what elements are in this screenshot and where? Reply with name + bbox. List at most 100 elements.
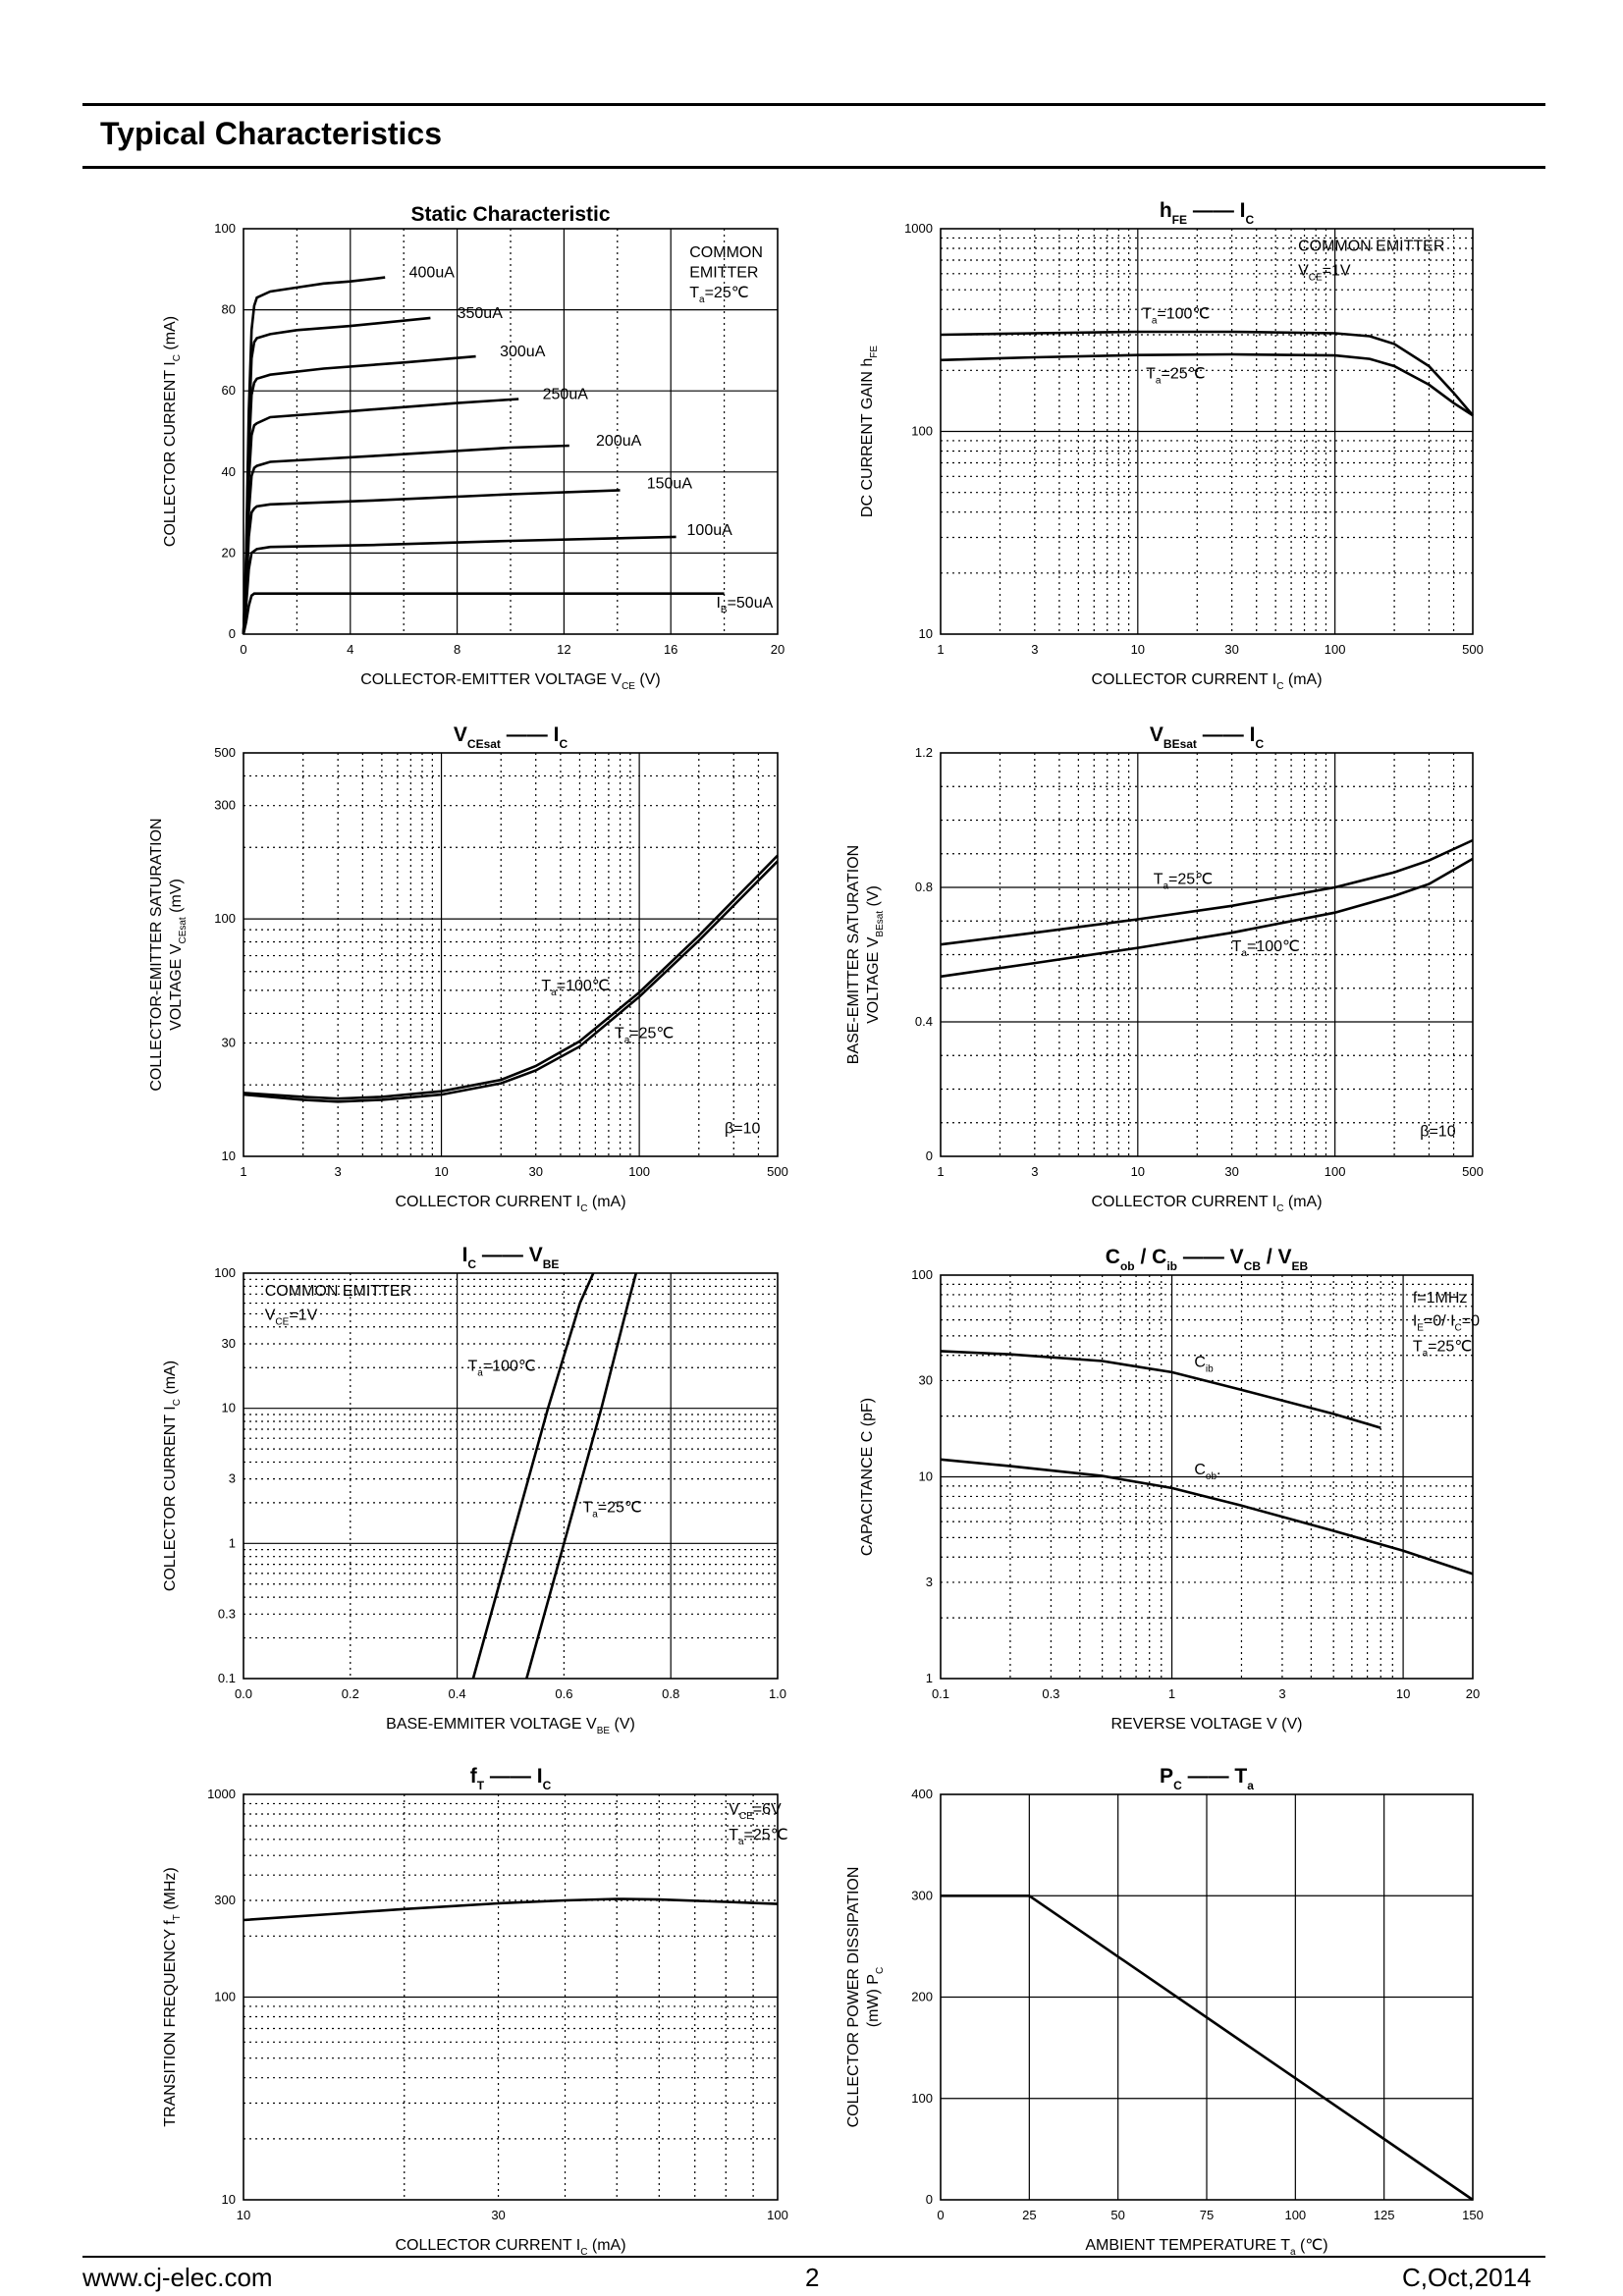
chart-annotation: f=1MHz (1413, 1290, 1468, 1307)
series-line (243, 1897, 779, 1922)
y-tick-label: 0.8 (915, 880, 933, 894)
y-axis-label: COLLECTOR CURRENT IC (mA) (162, 1361, 183, 1591)
plot-frame (243, 228, 779, 635)
y-axis-label: DC CURRENT GAIN hFE (859, 346, 880, 517)
top-rule (82, 103, 1545, 106)
y-axis-label: COLLECTOR POWER DISSIPATION (845, 1867, 862, 2128)
plot-frame (243, 1793, 779, 2201)
y-tick-label: 1 (926, 1671, 933, 1685)
x-tick-label: 100 (767, 2208, 788, 2222)
x-tick-label: 20 (1466, 1686, 1480, 1701)
x-tick-label: 3 (1031, 642, 1038, 657)
y-tick-label: 300 (214, 1893, 236, 1907)
series-label: 100uA (687, 522, 733, 539)
x-tick-label: 4 (347, 642, 353, 657)
x-axis-label: REVERSE VOLTAGE V (V) (1110, 1716, 1302, 1733)
x-tick-label: 10 (237, 2208, 250, 2222)
series-label: 150uA (647, 475, 693, 492)
series-label: IB=50uA (716, 595, 773, 615)
y-tick-label: 3 (229, 1471, 236, 1486)
y-tick-label: 300 (911, 1888, 933, 1902)
series-label: Ta=100℃ (1232, 938, 1300, 959)
y-tick-label: 10 (919, 1469, 933, 1484)
y-axis-label: TRANSITION FREQUENCY fT (MHz) (162, 1867, 183, 2126)
chart-annotation: COMMON EMITTER (265, 1283, 411, 1300)
series-line (940, 838, 1474, 946)
chart-title: VCEsat —— IC (454, 723, 568, 751)
chart-annotation: COMMON (689, 244, 763, 261)
x-tick-label: 125 (1374, 2208, 1395, 2222)
x-tick-label: 100 (1325, 642, 1346, 657)
plot-frame (243, 1272, 779, 1680)
x-tick-label: 0.2 (342, 1686, 359, 1701)
y-tick-label: 0.3 (218, 1606, 236, 1621)
x-tick-label: 500 (1462, 642, 1484, 657)
x-axis-label: COLLECTOR CURRENT IC (mA) (395, 2237, 625, 2258)
series-label: Cob. (1194, 1462, 1220, 1482)
page-title: Typical Characteristics (100, 116, 443, 151)
series-line (242, 489, 621, 635)
y-tick-label: 0.4 (915, 1014, 933, 1029)
x-tick-label: 1 (1168, 1686, 1175, 1701)
footer-website: www.cj-elec.com (82, 2263, 273, 2292)
x-tick-label: 0.1 (932, 1686, 949, 1701)
series-label: Ta=100℃ (1142, 306, 1210, 327)
x-axis-label: BASE-EMMITER VOLTAGE VBE (V) (386, 1716, 635, 1736)
y-tick-label: 400 (911, 1787, 933, 1801)
x-tick-label: 150 (1462, 2208, 1484, 2222)
y-tick-label: 10 (222, 1148, 236, 1163)
x-axis-label: AMBIENT TEMPERATURE Ta (℃) (1085, 2237, 1327, 2258)
chart-annotation: EMITTER (689, 265, 758, 282)
x-tick-label: 0.0 (235, 1686, 252, 1701)
series-line (471, 1272, 595, 1680)
y-tick-label: 100 (214, 1990, 236, 2004)
series-line (940, 352, 1474, 417)
x-tick-label: 10 (1131, 642, 1145, 657)
y-tick-label: 40 (222, 464, 236, 479)
x-tick-label: 10 (1396, 1686, 1410, 1701)
x-tick-label: 500 (1462, 1164, 1484, 1179)
y-tick-label: 100 (911, 1267, 933, 1282)
y-tick-label: 1000 (207, 1787, 236, 1801)
chart-annotation: VCE=6V (729, 1801, 782, 1822)
y-tick-label: 3 (926, 1575, 933, 1589)
series-label: 350uA (458, 305, 504, 322)
x-tick-label: 0.6 (555, 1686, 572, 1701)
series-label: Ta=25℃ (1146, 365, 1205, 386)
series-label: Ta=25℃ (615, 1025, 674, 1045)
chart-annotation: COMMON EMITTER (1298, 238, 1444, 254)
y-tick-label: 100 (214, 911, 236, 926)
plot-frame (940, 1274, 1474, 1680)
x-tick-label: 1.0 (769, 1686, 786, 1701)
series-label: 400uA (409, 265, 456, 282)
chart-title: Static Characteristic (410, 203, 610, 226)
series-line (940, 330, 1474, 416)
x-tick-label: 30 (491, 2208, 505, 2222)
x-tick-label: 0.3 (1042, 1686, 1059, 1701)
x-tick-label: 0 (240, 642, 246, 657)
footer-rule (82, 2256, 1545, 2258)
series-label: Ta=100℃ (467, 1358, 535, 1378)
y-tick-label: 0 (926, 2192, 933, 2207)
chart-annotation: VCE=1V (265, 1308, 318, 1328)
series-line (940, 857, 1474, 979)
x-tick-label: 1 (937, 642, 944, 657)
y-tick-label: 10 (222, 1401, 236, 1415)
y-axis-label: BASE-EMITTER SATURATION (845, 845, 862, 1064)
y-tick-label: 60 (222, 383, 236, 398)
footer-revision: C,Oct,2014 (1402, 2263, 1532, 2292)
chart-annotation: IE=0/ IC=0 (1413, 1313, 1480, 1334)
y-tick-label: 0 (229, 626, 236, 641)
series-label: 200uA (596, 433, 642, 450)
chart-title: hFE —— IC (1160, 199, 1255, 227)
x-tick-label: 10 (434, 1164, 448, 1179)
plot-frame (243, 752, 779, 1157)
x-axis-label: COLLECTOR CURRENT IC (mA) (1091, 1194, 1322, 1214)
x-tick-label: 3 (1031, 1164, 1038, 1179)
x-tick-label: 75 (1200, 2208, 1214, 2222)
